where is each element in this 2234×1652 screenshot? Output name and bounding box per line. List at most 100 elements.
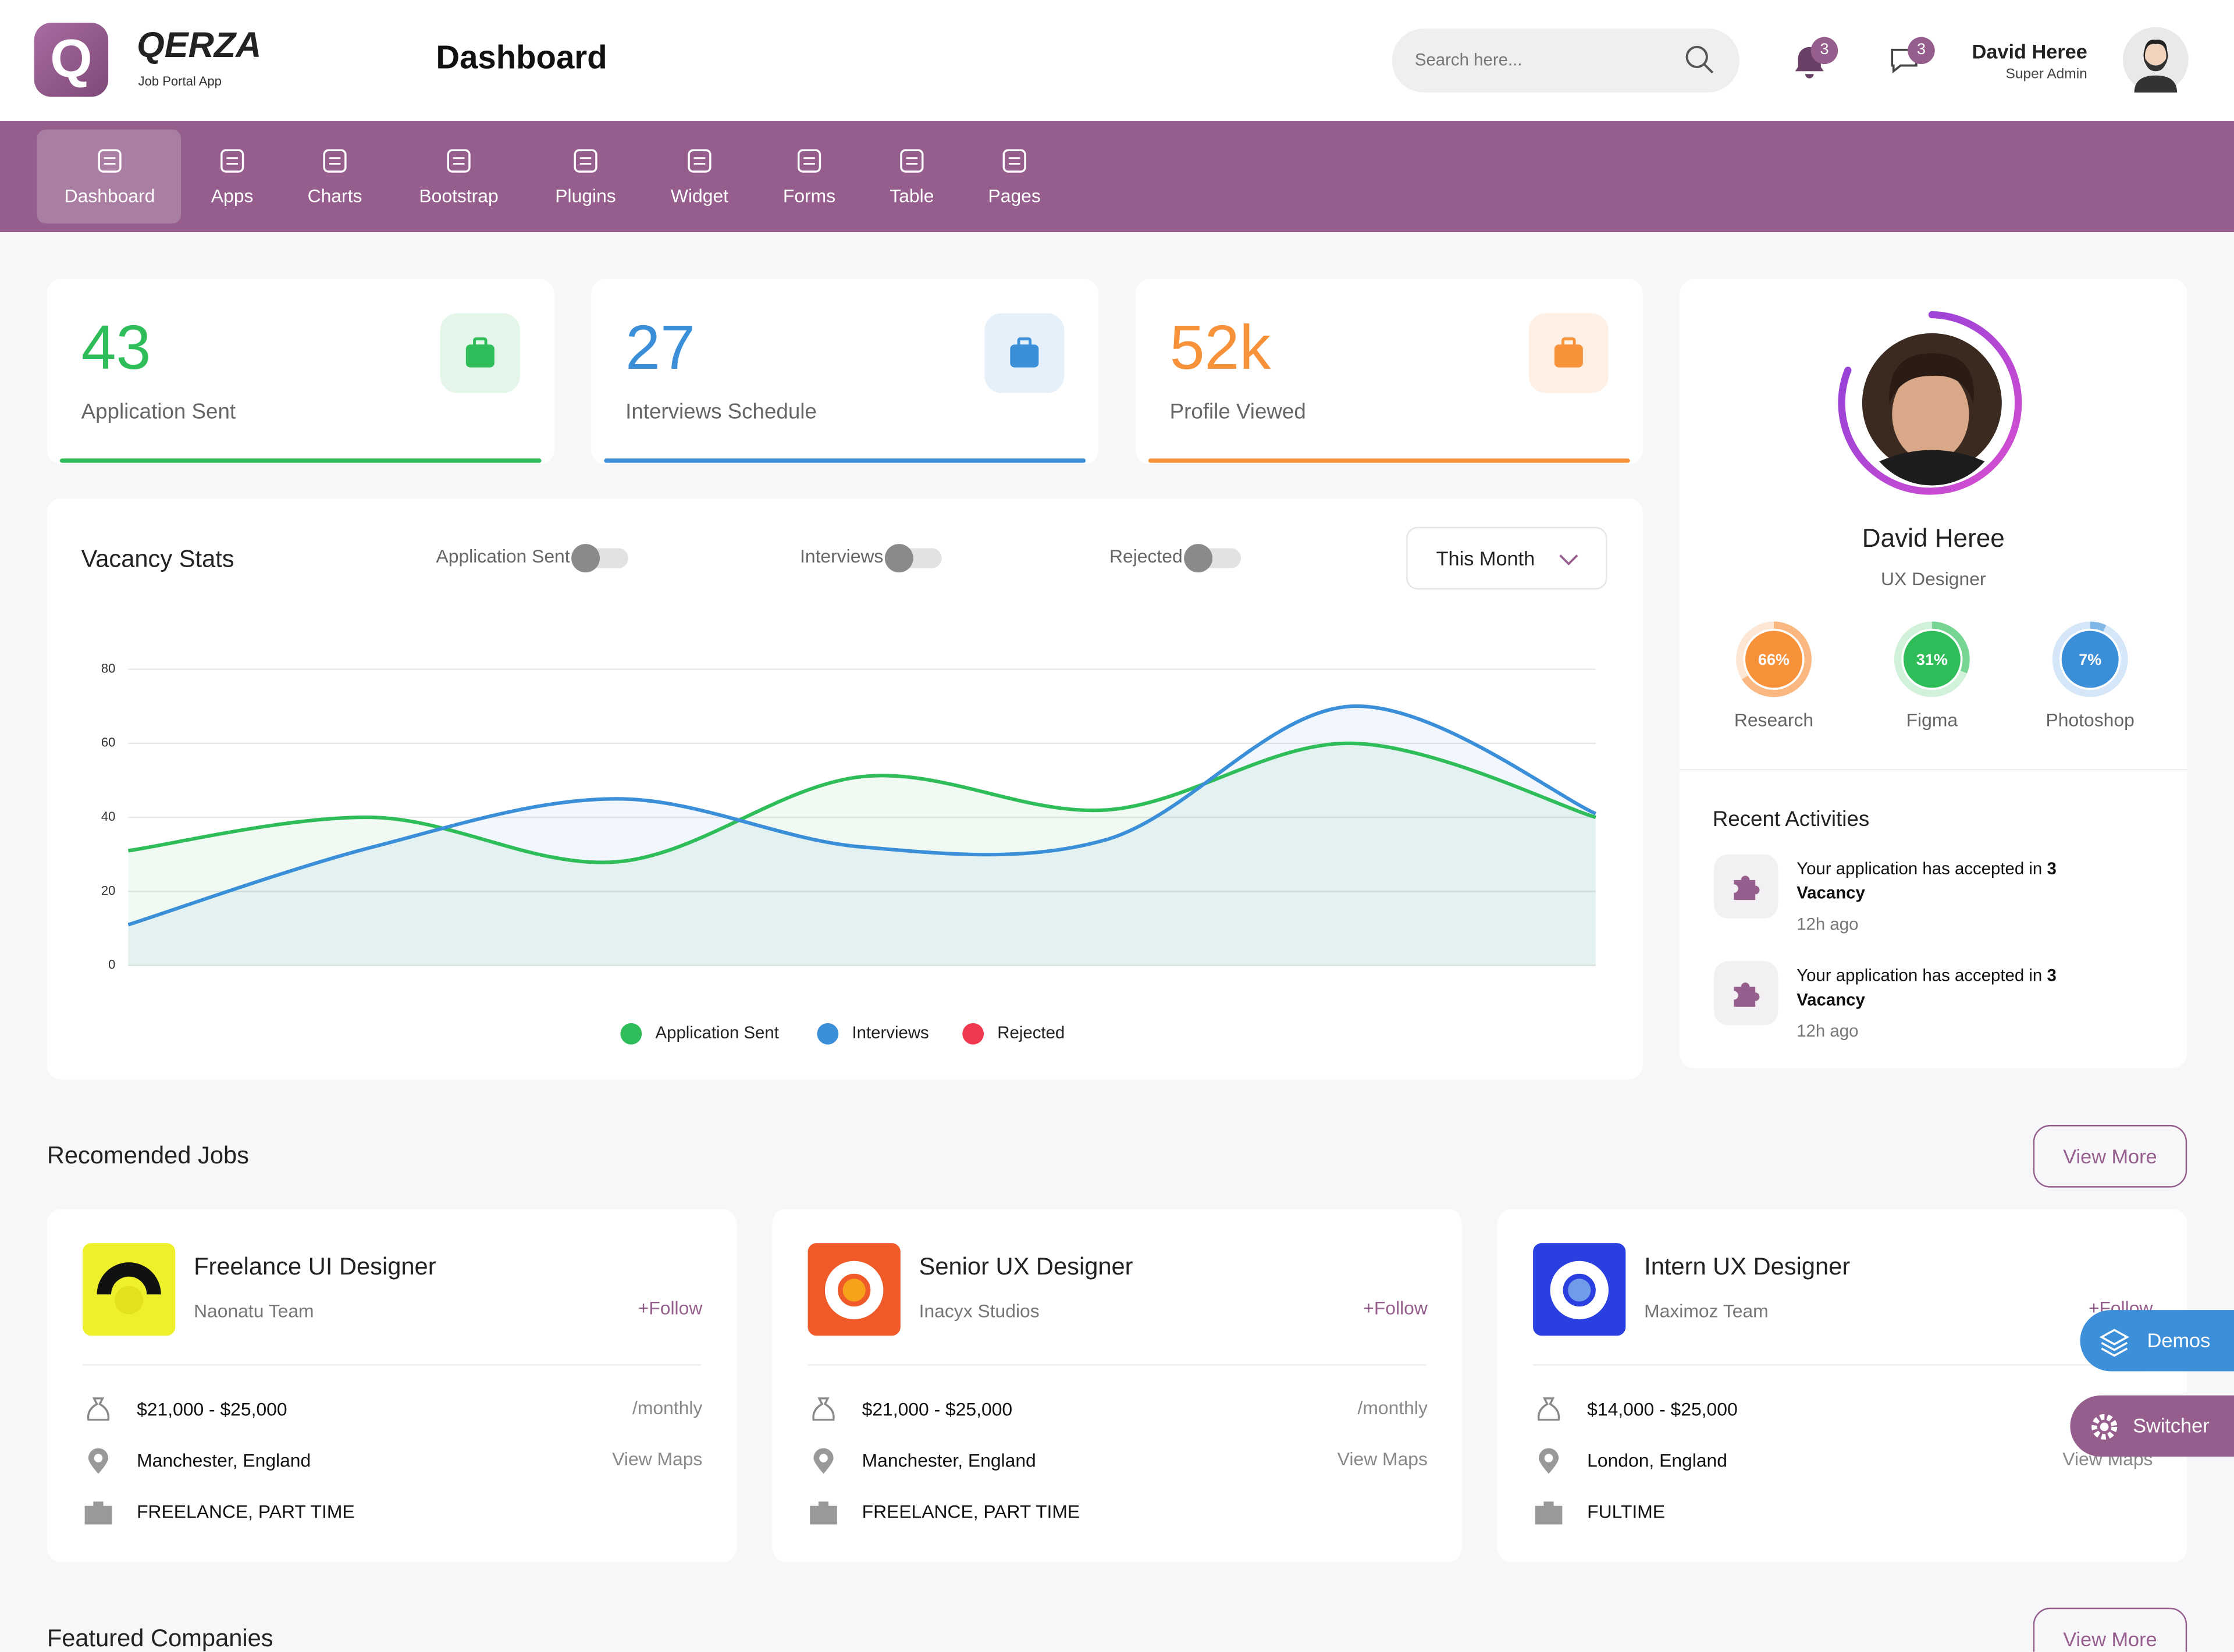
stat-value: 43	[81, 313, 151, 383]
moneybag-icon	[812, 1397, 835, 1421]
view-more-button[interactable]: View More	[2033, 1124, 2187, 1188]
legend-label: Rejected	[997, 1023, 1065, 1042]
stat-icon	[1010, 337, 1039, 368]
job-row-icon	[813, 1448, 834, 1474]
series-toggle-label: Application Sent	[436, 545, 570, 567]
job-divider	[83, 1364, 701, 1366]
activity-icon	[1714, 854, 1778, 918]
nav-icon	[447, 149, 471, 173]
nav-icon-shape	[447, 149, 471, 173]
y-tick-label: 20	[101, 883, 116, 898]
series-toggle[interactable]	[1184, 544, 1241, 573]
series-toggle[interactable]	[884, 544, 942, 573]
gear-icon	[2091, 1414, 2118, 1440]
puzzle-shape	[1734, 982, 1760, 1007]
nav-icon-shape	[98, 149, 122, 173]
job-detail-right[interactable]: View Maps	[1337, 1448, 1428, 1470]
avatar-photo-face	[1892, 367, 1969, 462]
view-more-button[interactable]: View More	[2033, 1607, 2187, 1652]
stat-card: 52k Profile Viewed	[1135, 279, 1643, 465]
series-toggle-label: Rejected	[1109, 545, 1183, 567]
switcher-button[interactable]: Switcher	[2070, 1395, 2234, 1457]
job-row-icon	[1535, 1501, 1563, 1525]
layers-shape	[2099, 1329, 2129, 1357]
nav-item[interactable]: Widget	[670, 185, 729, 206]
stat-icon	[465, 337, 495, 368]
series-area	[128, 706, 1596, 966]
badge: 3	[1810, 37, 1838, 65]
puzzle-shape	[1734, 875, 1760, 900]
nav-item[interactable]: Charts	[307, 185, 362, 206]
job-detail: $21,000 - $25,000	[137, 1398, 287, 1420]
job-detail: FULTIME	[1587, 1501, 1666, 1522]
series-toggle[interactable]	[571, 544, 629, 573]
job-detail: London, England	[1587, 1450, 1727, 1471]
job-row-icon	[84, 1501, 112, 1525]
logo: Q	[34, 23, 109, 97]
nav-item[interactable]: Table	[890, 185, 934, 206]
avatar-shirt	[2134, 75, 2178, 93]
skill-core	[2061, 631, 2119, 688]
legend-swatch	[817, 1023, 839, 1045]
nav-item[interactable]: Bootstrap	[419, 185, 499, 206]
skill-ring: 66%	[1736, 621, 1812, 697]
job-divider	[807, 1364, 1427, 1366]
skill-core	[1903, 631, 1961, 688]
logo-art-arc	[97, 1262, 161, 1295]
job-detail-right[interactable]: View Maps	[612, 1448, 703, 1470]
follow-button[interactable]: +Follow	[638, 1297, 703, 1319]
follow-button[interactable]: +Follow	[1363, 1297, 1428, 1319]
nav-item[interactable]: Apps	[211, 185, 254, 206]
job-detail: $14,000 - $25,000	[1587, 1398, 1738, 1420]
activities-title: Recent Activities	[1712, 807, 1870, 832]
search-icon-handle	[1703, 63, 1714, 74]
activity-text: Your application has accepted in 3 Vacan…	[1797, 857, 2110, 906]
pin-icon	[88, 1448, 109, 1474]
nav-item[interactable]: Forms	[782, 185, 836, 206]
chart-svg: 0 20 40 60 80 Application Sent Interviews Rejec…	[101, 661, 1597, 1045]
stat-value: 27	[625, 313, 695, 383]
search-box[interactable]: Search here...	[1392, 28, 1740, 93]
stat-card: 27 Interviews Schedule	[591, 279, 1099, 465]
job-detail-right: /monthly	[632, 1397, 703, 1419]
page-title: Dashboard	[436, 38, 607, 76]
profile-avatar	[1838, 311, 2022, 495]
stat-icon-box	[440, 313, 520, 393]
company-logo-art	[824, 1261, 884, 1320]
badge: 3	[1908, 37, 1935, 65]
gear-core	[2100, 1422, 2109, 1432]
period-dropdown[interactable]: This Month	[1406, 526, 1607, 590]
nav-item[interactable]: Dashboard	[64, 185, 155, 206]
search-icon-circle	[1685, 45, 1708, 69]
skill-ring-value	[1894, 621, 1970, 697]
activity-time: 12h ago	[1797, 1021, 1859, 1041]
briefcase-icon	[1535, 1501, 1563, 1525]
puzzle-icon	[1734, 982, 1760, 1007]
demos-button[interactable]: Demos	[2080, 1310, 2234, 1372]
job-row-icon	[812, 1397, 835, 1421]
y-tick-label: 80	[101, 661, 116, 675]
search-icon	[1685, 45, 1714, 74]
nav-icon-shape	[797, 149, 821, 173]
chart-card: Vacancy Stats Application Sent Interviews R…	[47, 498, 1643, 1080]
nav-item[interactable]: Pages	[988, 185, 1041, 206]
stat-underline	[604, 458, 1086, 463]
activity-text-bold: 3 Vacancy	[1797, 965, 2057, 1010]
profile-name: David Heree	[1862, 524, 2005, 553]
job-row-icon	[1537, 1397, 1560, 1421]
nav-item[interactable]: Plugins	[555, 185, 616, 206]
nav-icon	[900, 149, 924, 173]
legend-swatch	[620, 1023, 642, 1045]
toggle-knob	[884, 544, 913, 573]
stat-icon-shape	[465, 344, 495, 368]
job-row-icon	[88, 1448, 109, 1474]
skill-ring: 31%	[1894, 621, 1970, 697]
activity-icon	[1714, 961, 1778, 1026]
skill-percent: 31%	[1916, 651, 1948, 668]
demos-label: Demos	[2147, 1328, 2211, 1352]
chart-title: Vacancy Stats	[81, 545, 234, 573]
y-tick-label: 60	[101, 735, 116, 750]
series-line	[127, 704, 1597, 927]
job-company: Maximoz Team	[1644, 1300, 1769, 1322]
series-line	[127, 741, 1596, 864]
